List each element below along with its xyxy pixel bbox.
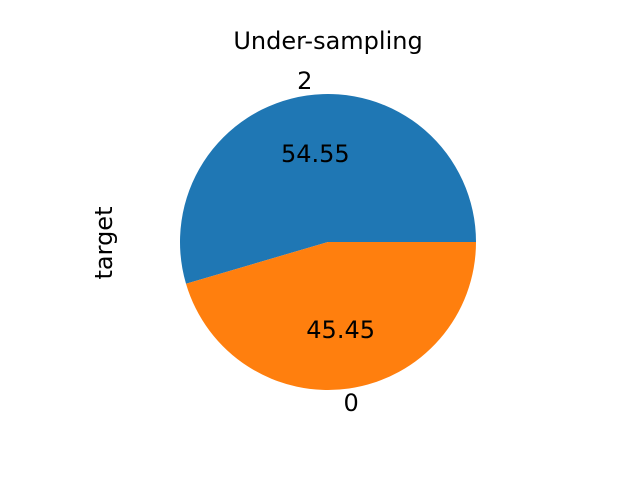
y-axis-label: target bbox=[90, 207, 118, 280]
pie-slices bbox=[179, 94, 476, 391]
slice-value-label-2: 54.55 bbox=[281, 140, 350, 168]
chart-title: Under-sampling bbox=[233, 27, 422, 55]
pie-outer-labels: 20 bbox=[297, 67, 359, 417]
pie-value-labels: 54.55 45.45 bbox=[281, 140, 375, 344]
slice-value-label-0: 45.45 bbox=[306, 316, 375, 344]
slice-label-2: 2 bbox=[297, 67, 312, 95]
pie-slice-0 bbox=[186, 242, 476, 391]
pie-slice-2 bbox=[179, 94, 476, 284]
slice-label-0: 0 bbox=[344, 389, 359, 417]
